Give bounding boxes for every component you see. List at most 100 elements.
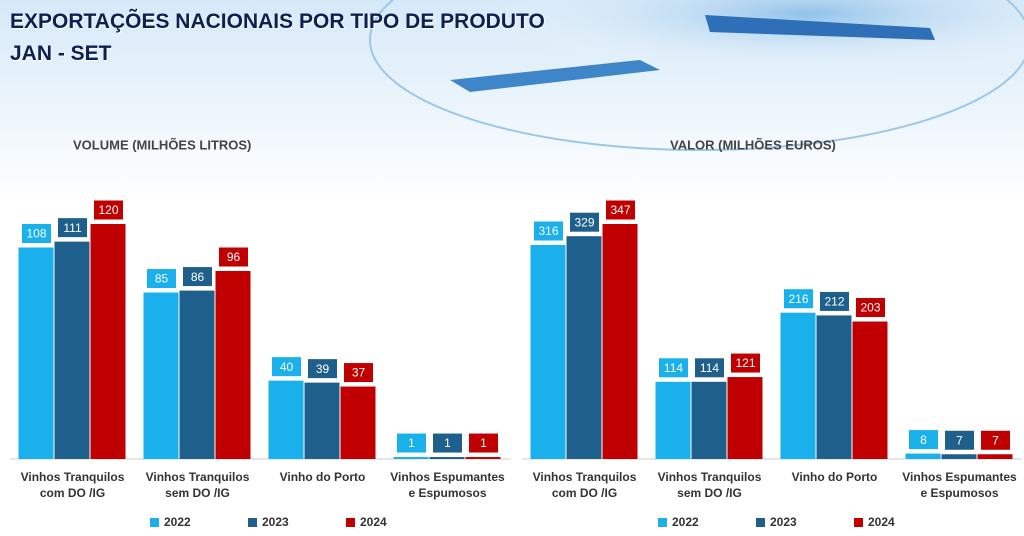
data-label: 39 <box>316 362 330 376</box>
data-label-box <box>307 358 338 380</box>
data-label-box <box>694 357 725 379</box>
data-label-box <box>21 223 52 244</box>
data-label-box <box>218 246 249 268</box>
data-label-box <box>533 220 564 242</box>
data-label-box <box>396 432 427 454</box>
data-label-box <box>855 297 886 319</box>
data-label: 85 <box>155 272 169 286</box>
bar <box>905 453 941 459</box>
bar <box>530 244 566 459</box>
data-label: 1 <box>480 436 487 450</box>
x-tick-label: Vinhos Espumantes e Espumosos <box>390 470 505 500</box>
data-label-box <box>182 266 213 288</box>
data-label: 37 <box>352 366 366 380</box>
data-label-box <box>93 199 124 221</box>
bar <box>18 247 54 459</box>
data-label: 8 <box>920 433 927 447</box>
legend-label: 2022 <box>672 515 699 529</box>
legend-label: 2022 <box>164 515 191 529</box>
bar <box>215 271 251 459</box>
page-subtitle: JAN - SET <box>10 42 112 65</box>
data-label-box <box>908 429 939 451</box>
bar <box>780 312 816 459</box>
data-label-box <box>730 352 761 374</box>
bar <box>941 454 977 459</box>
data-label-box <box>819 290 850 312</box>
data-label: 203 <box>860 301 880 315</box>
data-label: 329 <box>574 215 594 229</box>
data-label: 111 <box>63 221 82 235</box>
data-label-box <box>783 288 814 310</box>
legend-swatch <box>756 518 765 527</box>
legend-label: 2024 <box>868 515 895 529</box>
chart-title: VALOR (MILHÕES EUROS) <box>670 137 836 152</box>
bar <box>90 224 126 459</box>
page-title: EXPORTAÇÕES NACIONAIS POR TIPO DE PRODUT… <box>10 10 545 33</box>
decor-orbit <box>369 0 1024 151</box>
bar <box>429 457 465 459</box>
legend-label: 2023 <box>262 515 289 529</box>
legend-swatch <box>346 518 355 527</box>
data-label: 1 <box>444 436 451 450</box>
bar <box>393 457 429 459</box>
bar <box>304 382 340 459</box>
data-label-box <box>658 357 689 379</box>
bar <box>977 454 1013 459</box>
data-label: 114 <box>700 361 719 375</box>
bar <box>602 224 638 459</box>
x-tick-label: Vinhos Tranquilos sem DO /IG <box>657 470 762 500</box>
data-label-box <box>569 211 600 233</box>
data-label: 347 <box>610 203 630 217</box>
data-label-box <box>605 199 636 221</box>
bar <box>566 236 602 459</box>
data-label: 1 <box>408 436 415 450</box>
decor-plane <box>705 15 935 40</box>
bar <box>852 321 888 459</box>
data-label-box <box>944 429 975 451</box>
data-label: 86 <box>191 270 205 284</box>
data-label: 216 <box>788 292 808 306</box>
data-label-box <box>432 432 463 454</box>
bar <box>179 290 215 459</box>
chart-title: VOLUME (MILHÕES LITROS) <box>73 137 251 152</box>
data-label-box <box>343 362 374 384</box>
x-tick-label: Vinhos Tranquilos com DO /IG <box>20 470 125 500</box>
data-label: 7 <box>956 433 963 447</box>
data-label-box <box>57 217 88 239</box>
bar <box>727 377 763 459</box>
bar <box>268 380 304 459</box>
x-tick-label: Vinhos Tranquilos sem DO /IG <box>145 470 250 500</box>
bar <box>465 457 501 459</box>
data-label-box <box>468 432 499 454</box>
legend-label: 2024 <box>360 515 387 529</box>
data-label-box <box>146 268 177 290</box>
background-glow <box>300 0 1024 140</box>
bar <box>691 381 727 459</box>
bar <box>655 381 691 459</box>
legend-label: 2023 <box>770 515 797 529</box>
x-tick-label: Vinhos Tranquilos com DO /IG <box>532 470 637 500</box>
legend-swatch <box>150 518 159 527</box>
data-label: 40 <box>280 360 294 374</box>
data-label: 121 <box>735 356 755 370</box>
data-label: 316 <box>538 224 558 238</box>
decor-plane <box>450 60 660 92</box>
data-label-box <box>980 429 1011 451</box>
bar <box>143 292 179 459</box>
data-label: 120 <box>98 203 118 217</box>
bar <box>54 241 90 459</box>
legend-swatch <box>248 518 257 527</box>
data-label: 212 <box>824 295 844 309</box>
data-label: 108 <box>26 227 46 241</box>
data-label: 96 <box>227 250 241 264</box>
legend-swatch <box>854 518 863 527</box>
bar <box>816 315 852 459</box>
data-label: 7 <box>992 433 999 447</box>
data-label-box <box>271 356 302 378</box>
x-tick-label: Vinho do Porto <box>279 470 366 484</box>
legend-swatch <box>658 518 667 527</box>
x-tick-label: Vinho do Porto <box>791 470 878 484</box>
bar <box>340 386 376 459</box>
